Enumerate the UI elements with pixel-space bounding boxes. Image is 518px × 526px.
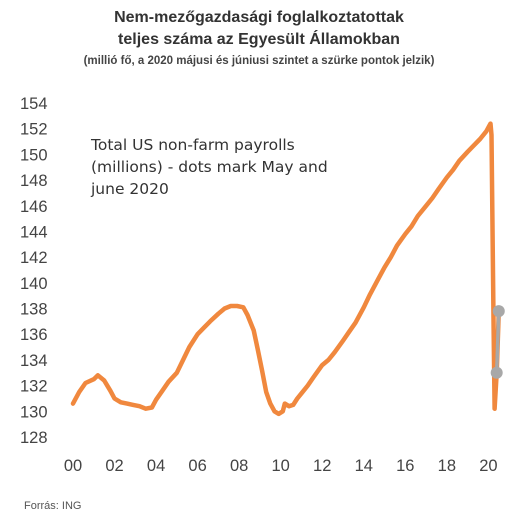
x-tick-label: 14 [355,457,373,475]
x-axis-ticks: 00 02 04 06 08 10 12 14 16 18 20 [64,457,498,475]
marker-connector [494,311,501,373]
annotation-line: Total US non-farm payrolls [90,136,295,154]
annotation-line: (millions) - dots mark May and [91,158,328,176]
y-tick-label: 138 [20,301,48,319]
x-tick-label: 16 [396,457,414,475]
y-axis-ticks: 128 130 132 134 136 138 140 142 144 146 148 150 152 1… [20,95,48,447]
y-tick-label: 130 [20,403,48,421]
y-tick-label: 132 [20,378,48,396]
x-tick-label: 12 [313,457,331,475]
y-tick-label: 150 [20,146,48,164]
x-tick-label: 00 [64,457,82,475]
data-point-marker [490,366,503,379]
chart-annotation: Total US non-farm payrolls (millions) - d… [90,136,328,198]
x-tick-label: 02 [105,457,123,475]
y-tick-label: 146 [20,198,48,216]
chart-title-line2: teljes száma az Egyesült Államokban [118,31,400,48]
chart-title-line1: Nem-mezőgazdasági foglalkoztatottak [114,9,404,26]
series-layer [70,121,502,417]
x-tick-label: 20 [479,457,497,475]
x-tick-label: 10 [272,457,290,475]
chart-subtitle: (millió fő, a 2020 májusi és júniusi szi… [83,55,435,67]
x-tick-label: 18 [438,457,456,475]
data-point-marker [492,305,505,318]
x-tick-label: 04 [147,457,165,475]
x-tick-label: 06 [188,457,206,475]
y-tick-label: 148 [20,172,48,190]
y-tick-label: 142 [20,249,48,267]
y-tick-label: 128 [20,429,48,447]
y-tick-label: 140 [20,275,48,293]
y-tick-label: 144 [20,223,48,241]
source-note: Forrás: ING [24,500,82,512]
y-tick-label: 152 [20,121,48,139]
y-tick-label: 136 [20,326,48,344]
x-tick-label: 08 [230,457,248,475]
y-tick-label: 154 [20,95,48,113]
annotation-line: june 2020 [90,180,169,198]
payrolls-series-line [70,121,502,417]
y-tick-label: 134 [20,352,48,370]
marker-layer [490,305,505,379]
